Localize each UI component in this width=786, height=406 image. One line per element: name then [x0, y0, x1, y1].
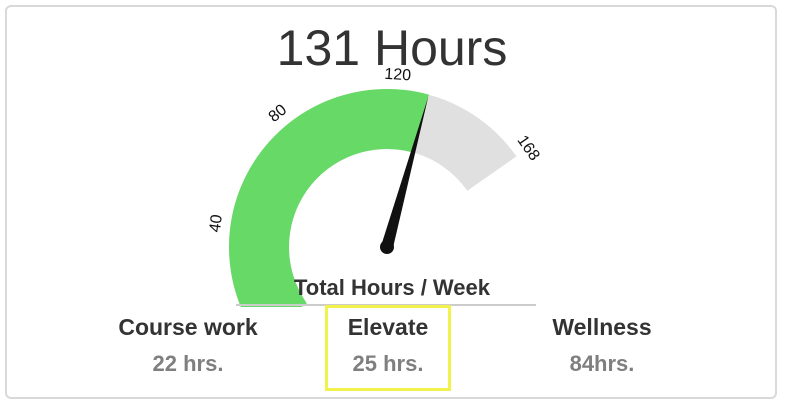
stat-wellness: Wellness 84hrs. [517, 313, 687, 377]
gauge-fill [229, 89, 429, 307]
gauge-needle-pivot [380, 240, 394, 254]
gauge-tick-label: 120 [384, 66, 412, 85]
stat-elevate: Elevate 25 hrs. [325, 313, 451, 377]
stat-course-work: Course work 22 hrs. [103, 313, 273, 377]
stat-value: 22 hrs. [152, 351, 224, 376]
stat-label: Course work [118, 314, 258, 340]
highlight-box [325, 305, 451, 391]
stat-label: Elevate [347, 314, 429, 340]
stat-value: 84hrs. [569, 351, 635, 376]
hours-gauge: 0 40 80 120 168 [207, 66, 543, 307]
hours-summary-card: 131 Hours 0 40 80 120 168 Total Hours / … [5, 5, 777, 399]
gauge-subtitle: Total Hours / Week [293, 275, 490, 300]
gauge-tick-label: 80 [266, 101, 291, 126]
stat-value: 25 hrs. [352, 351, 424, 376]
stat-label: Wellness [552, 314, 652, 340]
gauge-tick-label: 168 [513, 132, 542, 164]
total-hours-headline: 131 Hours [276, 20, 508, 76]
gauge-needle [381, 96, 429, 251]
gauge-tick-label: 40 [207, 213, 226, 233]
